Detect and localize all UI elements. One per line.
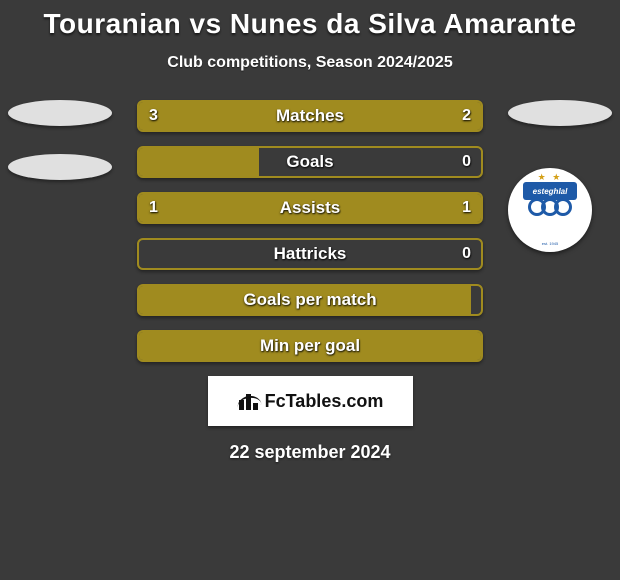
source-logo: FcTables.com — [208, 376, 413, 426]
bar-label: Matches — [276, 106, 344, 126]
stat-bar: 1 1 Assists — [137, 192, 483, 224]
bar-value-left: 3 — [149, 107, 158, 125]
bar-label: Assists — [280, 198, 340, 218]
bar-value-right: 0 — [462, 245, 471, 263]
bar-label: Goals per match — [243, 290, 376, 310]
snapshot-date: 22 september 2024 — [0, 442, 620, 463]
right-player-avatar: ★ ★ esteghlal est. 1945 — [508, 100, 612, 252]
compare-area: ★ ★ esteghlal est. 1945 3 2 Matches 0 Goals 1… — [0, 100, 620, 362]
subtitle: Club competitions, Season 2024/2025 — [0, 54, 620, 72]
bar-value-right: 0 — [462, 153, 471, 171]
bar-fill-left — [139, 148, 259, 176]
chart-icon — [237, 392, 261, 410]
stat-bar: 3 2 Matches — [137, 100, 483, 132]
left-player-avatar — [8, 100, 112, 208]
bar-value-right: 2 — [462, 107, 471, 125]
page-title: Touranian vs Nunes da Silva Amarante — [0, 0, 620, 40]
stat-bar: 0 Goals — [137, 146, 483, 178]
bar-fill-right — [344, 102, 481, 130]
stat-bar: Min per goal — [137, 330, 483, 362]
placeholder-oval — [508, 100, 612, 126]
bar-label: Hattricks — [274, 244, 347, 264]
bar-value-left: 1 — [149, 199, 158, 217]
bar-label: Min per goal — [260, 336, 360, 356]
stat-bar: 0 Hattricks — [137, 238, 483, 270]
club-badge: ★ ★ esteghlal est. 1945 — [508, 168, 592, 252]
bar-value-right: 1 — [462, 199, 471, 217]
placeholder-oval — [8, 154, 112, 180]
badge-est: est. 1945 — [542, 241, 558, 246]
comparison-bars: 3 2 Matches 0 Goals 1 1 Assists 0 Hattricks Goals … — [137, 100, 483, 362]
bar-label: Goals — [286, 152, 333, 172]
stat-bar: Goals per match — [137, 284, 483, 316]
badge-rings-icon — [528, 198, 572, 222]
placeholder-oval — [8, 100, 112, 126]
logo-text: FcTables.com — [265, 391, 384, 412]
